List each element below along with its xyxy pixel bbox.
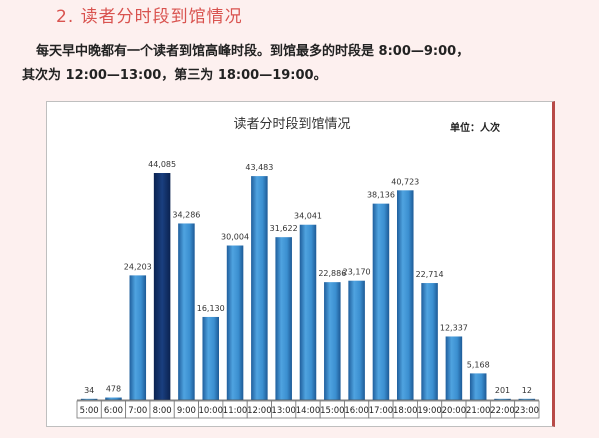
data-label-22:00: 201 [495, 386, 510, 395]
data-label-13:00: 31,622 [270, 224, 298, 233]
section-heading: 2. 读者分时段到馆情况 [56, 7, 243, 27]
summary-paragraph: 每天早中晚都有一个读者到馆高峰时段。到馆最多的时段是 8:00—9:00， 其次… [22, 40, 587, 88]
bar-15:00 [324, 282, 341, 400]
bar-12:00 [251, 176, 268, 400]
summary-line-2: 其次为 12:00—13:00，第三为 18:00—19:00。 [22, 68, 327, 83]
bar-14:00 [299, 224, 317, 400]
tick-label-5:00: 5:00 [80, 406, 99, 416]
bar-5:00 [80, 398, 98, 400]
tick-label-13:00: 13:00 [271, 406, 296, 416]
bar-16:00 [348, 280, 365, 400]
data-label-8:00: 44,085 [148, 160, 176, 169]
tick-label-22:00: 22:00 [490, 406, 515, 416]
tick-label-15:00: 15:00 [320, 406, 345, 416]
bar-chart: 读者分时段到馆情况 单位：人次 34 478 24,203 44,085 34,286 1… [76, 117, 540, 419]
tick-label-12:00: 12:00 [247, 406, 272, 416]
tick-label-11:00: 11:00 [223, 406, 248, 416]
tick-label-14:00: 14:00 [296, 406, 321, 416]
bar-17:00 [372, 203, 390, 400]
summary-line-1-text: 每天早中晚都有一个读者到馆高峰时段。到馆最多的时段是 8:00—9:00， [36, 44, 470, 59]
unit-label: 单位：人次 [450, 121, 500, 134]
data-label-6:00: 478 [106, 385, 121, 394]
data-label-14:00: 34,041 [294, 212, 322, 221]
bar-8:00 [153, 173, 171, 400]
bar-9:00 [178, 223, 195, 400]
bars-layer: 34 478 24,203 44,085 34,286 16,130 30,004 43,48… [80, 160, 536, 400]
bar-18:00 [397, 190, 414, 400]
summary-line-1: 每天早中晚都有一个读者到馆高峰时段。到馆最多的时段是 8:00—9:00， [22, 40, 587, 64]
data-label-10:00: 16,130 [197, 304, 225, 313]
chart-title: 读者分时段到馆情况 [233, 117, 350, 132]
bar-22:00 [494, 398, 511, 400]
data-label-9:00: 34,286 [172, 210, 200, 219]
bar-11:00 [226, 245, 244, 400]
tick-label-10:00: 10:00 [198, 406, 223, 416]
tick-label-8:00: 8:00 [153, 406, 172, 416]
data-label-21:00: 5,168 [467, 360, 490, 369]
tick-label-19:00: 19:00 [417, 406, 442, 416]
data-label-18:00: 40,723 [391, 177, 419, 186]
data-label-15:00: 22,886 [318, 269, 346, 278]
tick-label-20:00: 20:00 [442, 406, 467, 416]
tick-label-16:00: 16:00 [344, 406, 369, 416]
x-axis: 5:00 6:00 7:00 8:00 9:00 10:00 11:00 12:00 13:00… [76, 399, 540, 419]
data-label-23:00: 12 [522, 386, 532, 395]
bar-19:00 [421, 283, 438, 400]
tick-label-21:00: 21:00 [466, 406, 491, 416]
data-label-5:00: 34 [84, 386, 94, 395]
tick-box-23:00 [514, 400, 540, 419]
tick-label-17:00: 17:00 [369, 406, 394, 416]
bar-23:00 [518, 398, 536, 400]
data-label-11:00: 30,004 [221, 233, 249, 242]
data-label-19:00: 22,714 [416, 270, 444, 279]
tick-label-9:00: 9:00 [177, 406, 196, 416]
tick-label-18:00: 18:00 [393, 406, 418, 416]
bar-6:00 [105, 397, 122, 400]
chart-card: 读者分时段到馆情况 单位：人次 34 478 24,203 44,085 34,286 1… [46, 101, 555, 427]
bar-7:00 [129, 275, 147, 400]
bar-13:00 [275, 237, 292, 400]
data-label-20:00: 12,337 [440, 323, 468, 332]
data-label-12:00: 43,483 [245, 163, 273, 172]
bar-10:00 [202, 316, 219, 400]
tick-label-7:00: 7:00 [128, 406, 147, 416]
bar-21:00 [469, 373, 487, 400]
data-label-17:00: 38,136 [367, 191, 395, 200]
data-label-16:00: 23,170 [343, 268, 371, 277]
tick-label-23:00: 23:00 [515, 406, 540, 416]
bar-20:00 [445, 336, 463, 400]
data-label-7:00: 24,203 [124, 262, 152, 271]
tick-label-6:00: 6:00 [104, 406, 123, 416]
